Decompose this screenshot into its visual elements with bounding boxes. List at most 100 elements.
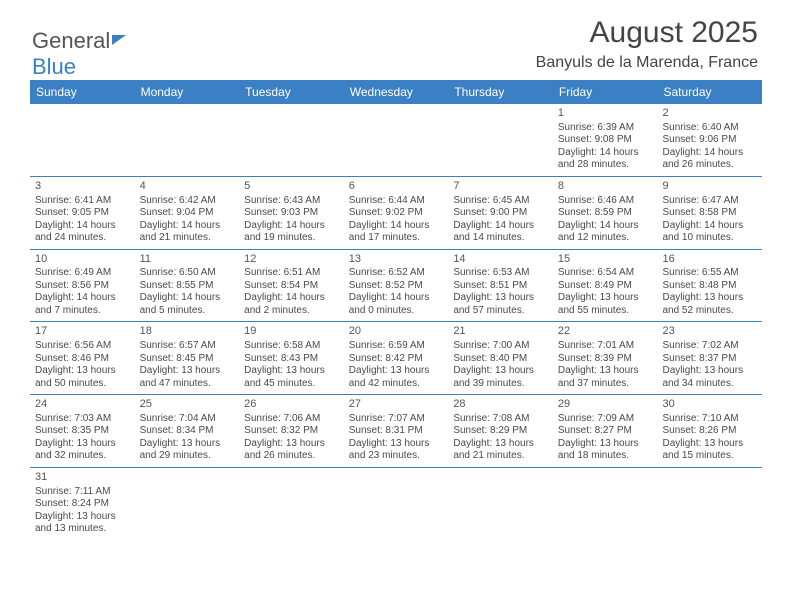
sunrise-line: Sunrise: 7:10 AM: [662, 413, 757, 426]
calendar-cell: 11Sunrise: 6:50 AMSunset: 8:55 PMDayligh…: [135, 250, 240, 322]
sunrise-line: Sunrise: 6:52 AM: [349, 267, 444, 280]
calendar-cell: 12Sunrise: 6:51 AMSunset: 8:54 PMDayligh…: [239, 250, 344, 322]
sunrise-line: Sunrise: 6:56 AM: [35, 340, 130, 353]
day-number: 16: [662, 253, 757, 267]
sunrise-line: Sunrise: 7:00 AM: [453, 340, 548, 353]
day-number: 26: [244, 398, 339, 412]
calendar-cell: 17Sunrise: 6:56 AMSunset: 8:46 PMDayligh…: [30, 322, 135, 394]
calendar-cell-empty: [239, 104, 344, 176]
sunset-line: Sunset: 8:46 PM: [35, 353, 130, 366]
daylight-line: Daylight: 13 hours and 15 minutes.: [662, 438, 757, 463]
sunrise-line: Sunrise: 7:11 AM: [35, 486, 130, 499]
daylight-line: Daylight: 14 hours and 12 minutes.: [558, 220, 653, 245]
logo-text-gray: General: [32, 28, 110, 53]
day-number: 2: [662, 107, 757, 121]
day-number: 27: [349, 398, 444, 412]
weekday-header: Wednesday: [344, 80, 449, 104]
day-number: 23: [662, 325, 757, 339]
daylight-line: Daylight: 14 hours and 7 minutes.: [35, 292, 130, 317]
weekday-header: Friday: [553, 80, 658, 104]
sunrise-line: Sunrise: 7:02 AM: [662, 340, 757, 353]
daylight-line: Daylight: 13 hours and 39 minutes.: [453, 365, 548, 390]
sunrise-line: Sunrise: 6:46 AM: [558, 195, 653, 208]
calendar-cell: 21Sunrise: 7:00 AMSunset: 8:40 PMDayligh…: [448, 322, 553, 394]
day-number: 25: [140, 398, 235, 412]
daylight-line: Daylight: 13 hours and 45 minutes.: [244, 365, 339, 390]
sunset-line: Sunset: 8:42 PM: [349, 353, 444, 366]
sunrise-line: Sunrise: 6:47 AM: [662, 195, 757, 208]
sunset-line: Sunset: 8:55 PM: [140, 280, 235, 293]
sunrise-line: Sunrise: 6:40 AM: [662, 122, 757, 135]
day-number: 21: [453, 325, 548, 339]
sunset-line: Sunset: 8:37 PM: [662, 353, 757, 366]
day-number: 24: [35, 398, 130, 412]
sunset-line: Sunset: 8:51 PM: [453, 280, 548, 293]
sunrise-line: Sunrise: 6:54 AM: [558, 267, 653, 280]
calendar-row: 1Sunrise: 6:39 AMSunset: 9:08 PMDaylight…: [30, 104, 762, 177]
daylight-line: Daylight: 13 hours and 55 minutes.: [558, 292, 653, 317]
sunrise-line: Sunrise: 7:09 AM: [558, 413, 653, 426]
sunset-line: Sunset: 8:43 PM: [244, 353, 339, 366]
day-number: 9: [662, 180, 757, 194]
daylight-line: Daylight: 13 hours and 32 minutes.: [35, 438, 130, 463]
calendar-cell: 8Sunrise: 6:46 AMSunset: 8:59 PMDaylight…: [553, 177, 658, 249]
sunrise-line: Sunrise: 6:59 AM: [349, 340, 444, 353]
calendar: SundayMondayTuesdayWednesdayThursdayFrid…: [30, 80, 762, 540]
day-number: 12: [244, 253, 339, 267]
calendar-cell: 26Sunrise: 7:06 AMSunset: 8:32 PMDayligh…: [239, 395, 344, 467]
day-number: 31: [35, 471, 130, 485]
daylight-line: Daylight: 14 hours and 14 minutes.: [453, 220, 548, 245]
sunset-line: Sunset: 8:31 PM: [349, 425, 444, 438]
location-subtitle: Banyuls de la Marenda, France: [536, 54, 758, 72]
calendar-cell: 9Sunrise: 6:47 AMSunset: 8:58 PMDaylight…: [657, 177, 762, 249]
calendar-cell: 22Sunrise: 7:01 AMSunset: 8:39 PMDayligh…: [553, 322, 658, 394]
sunset-line: Sunset: 8:35 PM: [35, 425, 130, 438]
sunset-line: Sunset: 8:24 PM: [35, 498, 130, 511]
daylight-line: Daylight: 13 hours and 21 minutes.: [453, 438, 548, 463]
weekday-header: Monday: [135, 80, 240, 104]
daylight-line: Daylight: 13 hours and 57 minutes.: [453, 292, 548, 317]
day-number: 22: [558, 325, 653, 339]
sunset-line: Sunset: 9:04 PM: [140, 207, 235, 220]
day-number: 20: [349, 325, 444, 339]
sunset-line: Sunset: 8:52 PM: [349, 280, 444, 293]
calendar-cell-empty: [30, 104, 135, 176]
sunrise-line: Sunrise: 6:55 AM: [662, 267, 757, 280]
daylight-line: Daylight: 13 hours and 37 minutes.: [558, 365, 653, 390]
sunrise-line: Sunrise: 6:44 AM: [349, 195, 444, 208]
day-number: 15: [558, 253, 653, 267]
sunset-line: Sunset: 8:54 PM: [244, 280, 339, 293]
daylight-line: Daylight: 13 hours and 52 minutes.: [662, 292, 757, 317]
calendar-cell-empty: [344, 468, 449, 540]
calendar-cell: 16Sunrise: 6:55 AMSunset: 8:48 PMDayligh…: [657, 250, 762, 322]
calendar-row: 17Sunrise: 6:56 AMSunset: 8:46 PMDayligh…: [30, 322, 762, 395]
sunset-line: Sunset: 8:56 PM: [35, 280, 130, 293]
day-number: 3: [35, 180, 130, 194]
daylight-line: Daylight: 14 hours and 17 minutes.: [349, 220, 444, 245]
sunset-line: Sunset: 8:29 PM: [453, 425, 548, 438]
calendar-cell: 29Sunrise: 7:09 AMSunset: 8:27 PMDayligh…: [553, 395, 658, 467]
calendar-cell-empty: [344, 104, 449, 176]
day-number: 10: [35, 253, 130, 267]
sunset-line: Sunset: 9:06 PM: [662, 134, 757, 147]
calendar-cell: 15Sunrise: 6:54 AMSunset: 8:49 PMDayligh…: [553, 250, 658, 322]
sunset-line: Sunset: 8:48 PM: [662, 280, 757, 293]
calendar-row: 10Sunrise: 6:49 AMSunset: 8:56 PMDayligh…: [30, 250, 762, 323]
weekday-header: Tuesday: [239, 80, 344, 104]
title-block: August 2025 Banyuls de la Marenda, Franc…: [536, 16, 758, 72]
sunrise-line: Sunrise: 6:50 AM: [140, 267, 235, 280]
day-number: 8: [558, 180, 653, 194]
calendar-cell-empty: [553, 468, 658, 540]
sunset-line: Sunset: 8:32 PM: [244, 425, 339, 438]
sunrise-line: Sunrise: 6:41 AM: [35, 195, 130, 208]
sunset-line: Sunset: 8:45 PM: [140, 353, 235, 366]
calendar-cell: 27Sunrise: 7:07 AMSunset: 8:31 PMDayligh…: [344, 395, 449, 467]
calendar-cell: 20Sunrise: 6:59 AMSunset: 8:42 PMDayligh…: [344, 322, 449, 394]
sunset-line: Sunset: 8:27 PM: [558, 425, 653, 438]
calendar-cell: 10Sunrise: 6:49 AMSunset: 8:56 PMDayligh…: [30, 250, 135, 322]
daylight-line: Daylight: 13 hours and 34 minutes.: [662, 365, 757, 390]
calendar-cell-empty: [448, 104, 553, 176]
daylight-line: Daylight: 14 hours and 2 minutes.: [244, 292, 339, 317]
calendar-cell: 4Sunrise: 6:42 AMSunset: 9:04 PMDaylight…: [135, 177, 240, 249]
sunset-line: Sunset: 8:39 PM: [558, 353, 653, 366]
